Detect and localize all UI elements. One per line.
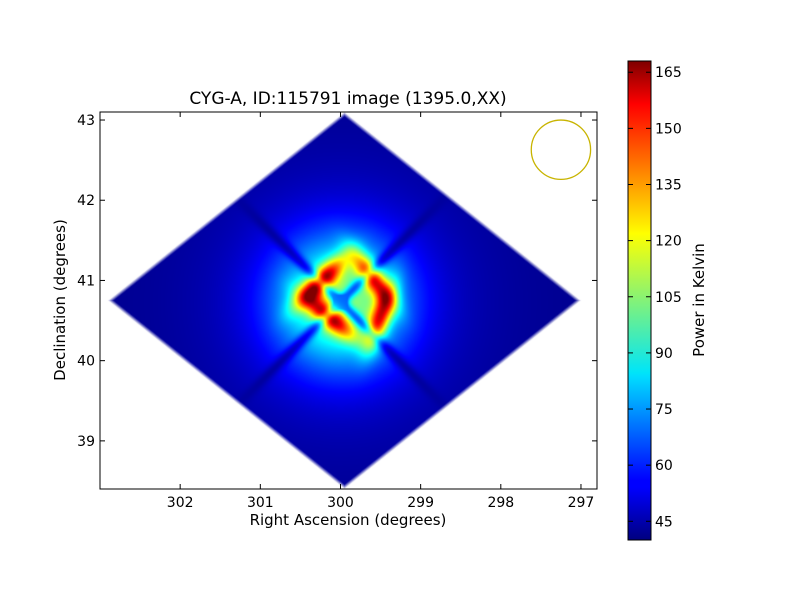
colorbar-tick-label: 45 (655, 514, 673, 530)
x-tick-label: 302 (167, 495, 194, 511)
x-axis-label: Right Ascension (degrees) (250, 511, 447, 529)
y-tick-label: 43 (77, 113, 95, 129)
y-tick-label: 40 (77, 354, 95, 370)
chart-title: CYG-A, ID:115791 image (1395.0,XX) (189, 89, 506, 109)
x-tick-label: 297 (568, 495, 595, 511)
colorbar-tick-label: 75 (655, 402, 673, 418)
y-tick-label: 41 (77, 273, 95, 289)
colorbar (627, 60, 652, 541)
beam-circle (530, 119, 592, 181)
colorbar-tick-label: 120 (655, 234, 682, 250)
x-tick-label: 298 (487, 495, 514, 511)
x-tick-label: 300 (327, 495, 354, 511)
x-tick-label: 299 (407, 495, 434, 511)
colorbar-tick-label: 90 (655, 346, 673, 362)
colorbar-ticks: 45 60 75 90 105 120 135 150 165 (628, 65, 682, 530)
x-axis-ticks: 302 301 300 299 298 297 (167, 112, 595, 511)
colorbar-tick-label: 135 (655, 177, 682, 193)
colorbar-label: Power in Kelvin (690, 243, 708, 357)
y-axis-label: Declination (degrees) (51, 219, 69, 381)
y-axis-ticks: 39 40 41 42 43 (77, 113, 597, 450)
plot-frame (99, 111, 598, 490)
y-tick-label: 39 (77, 434, 95, 450)
heatmap-raster (100, 112, 597, 489)
heatmap-image (100, 112, 597, 489)
colorbar-tick-label: 150 (655, 121, 682, 137)
y-tick-label: 42 (77, 193, 95, 209)
colorbar-tick-label: 105 (655, 290, 682, 306)
x-tick-label: 301 (247, 495, 274, 511)
colorbar-tick-label: 165 (655, 65, 682, 81)
colorbar-tick-label: 60 (655, 458, 673, 474)
